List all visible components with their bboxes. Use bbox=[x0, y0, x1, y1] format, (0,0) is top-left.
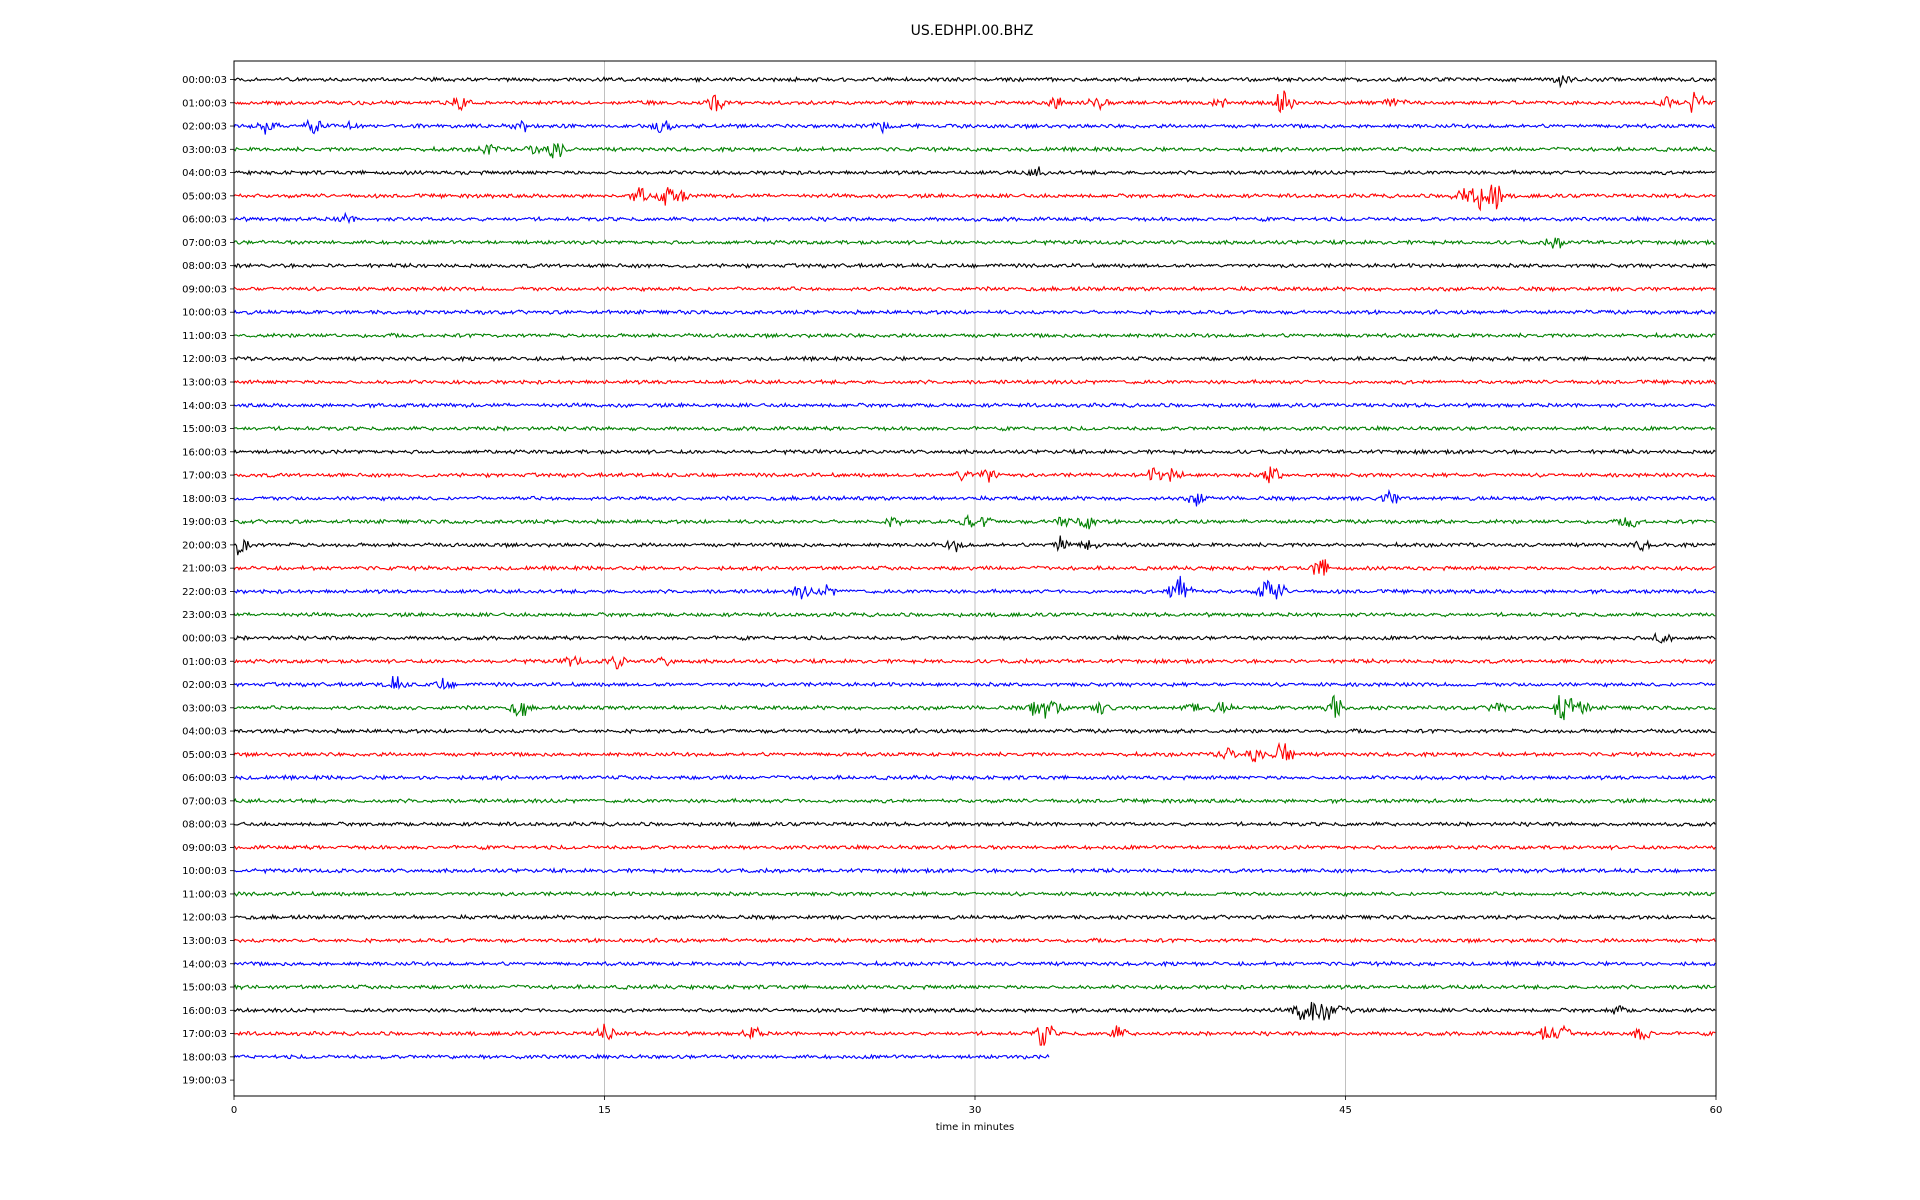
trace-29 bbox=[233, 741, 1716, 763]
trace-28 bbox=[233, 727, 1716, 735]
row-label-10: 10:00:03 bbox=[182, 308, 227, 319]
trace-21 bbox=[233, 559, 1716, 576]
trace-26 bbox=[233, 676, 1716, 690]
trace-33 bbox=[233, 843, 1716, 851]
row-label-12: 12:00:03 bbox=[182, 354, 227, 365]
row-label-26: 02:00:03 bbox=[182, 680, 227, 691]
trace-3 bbox=[233, 142, 1716, 159]
trace-14 bbox=[233, 401, 1716, 409]
trace-22 bbox=[233, 575, 1716, 600]
trace-0 bbox=[233, 75, 1716, 89]
trace-39 bbox=[233, 983, 1716, 991]
trace-37 bbox=[233, 937, 1716, 945]
trace-7 bbox=[233, 237, 1716, 249]
row-label-33: 09:00:03 bbox=[182, 843, 227, 854]
trace-23 bbox=[233, 611, 1716, 618]
row-label-43: 19:00:03 bbox=[182, 1076, 227, 1087]
trace-12 bbox=[233, 355, 1716, 363]
trace-16 bbox=[233, 448, 1716, 456]
grid-lines bbox=[604, 61, 1346, 1096]
row-label-39: 15:00:03 bbox=[182, 983, 227, 994]
row-label-11: 11:00:03 bbox=[182, 331, 227, 342]
trace-5 bbox=[233, 184, 1716, 212]
row-label-25: 01:00:03 bbox=[182, 657, 227, 668]
trace-32 bbox=[233, 820, 1716, 828]
trace-1 bbox=[233, 90, 1716, 114]
trace-24 bbox=[233, 631, 1716, 644]
trace-2 bbox=[233, 118, 1716, 135]
trace-13 bbox=[233, 378, 1716, 386]
row-label-4: 04:00:03 bbox=[182, 168, 227, 179]
chart-title: US.EDHPI.00.BHZ bbox=[911, 23, 1034, 39]
x-tick-label-60: 60 bbox=[1710, 1105, 1723, 1116]
row-label-32: 08:00:03 bbox=[182, 820, 227, 831]
row-label-17: 17:00:03 bbox=[182, 471, 227, 482]
row-labels: 00:00:03 01:00:03 02:00:03 03:00:03 04:00:03… bbox=[182, 75, 234, 1087]
x-axis-label: time in minutes bbox=[936, 1122, 1015, 1133]
row-label-38: 14:00:03 bbox=[182, 959, 227, 970]
trace-41 bbox=[233, 1023, 1716, 1046]
trace-lines bbox=[233, 75, 1716, 1060]
row-label-3: 03:00:03 bbox=[182, 145, 227, 156]
trace-27 bbox=[233, 694, 1716, 721]
row-label-2: 02:00:03 bbox=[182, 122, 227, 133]
row-label-41: 17:00:03 bbox=[182, 1029, 227, 1040]
x-axis-ticks: 0 15 30 45 60 bbox=[231, 1096, 1723, 1116]
trace-8 bbox=[233, 262, 1716, 270]
trace-42 bbox=[233, 1053, 1050, 1060]
trace-17 bbox=[233, 466, 1716, 484]
x-tick-label-45: 45 bbox=[1339, 1105, 1352, 1116]
row-label-23: 23:00:03 bbox=[182, 610, 227, 621]
row-label-42: 18:00:03 bbox=[182, 1052, 227, 1063]
trace-15 bbox=[233, 424, 1716, 432]
row-label-16: 16:00:03 bbox=[182, 447, 227, 458]
x-tick-label-0: 0 bbox=[231, 1105, 237, 1116]
row-label-24: 00:00:03 bbox=[182, 633, 227, 644]
row-label-9: 09:00:03 bbox=[182, 284, 227, 295]
row-label-14: 14:00:03 bbox=[182, 401, 227, 412]
row-label-19: 19:00:03 bbox=[182, 517, 227, 528]
row-label-28: 04:00:03 bbox=[182, 727, 227, 738]
row-label-18: 18:00:03 bbox=[182, 494, 227, 505]
trace-36 bbox=[233, 913, 1716, 921]
row-label-22: 22:00:03 bbox=[182, 587, 227, 598]
trace-9 bbox=[233, 285, 1716, 293]
row-label-15: 15:00:03 bbox=[182, 424, 227, 435]
trace-10 bbox=[233, 308, 1716, 316]
trace-40 bbox=[233, 1001, 1716, 1021]
row-label-37: 13:00:03 bbox=[182, 936, 227, 947]
row-label-31: 07:00:03 bbox=[182, 796, 227, 807]
trace-18 bbox=[233, 488, 1716, 507]
x-tick-label-15: 15 bbox=[598, 1105, 611, 1116]
trace-19 bbox=[233, 513, 1716, 530]
trace-11 bbox=[233, 331, 1716, 340]
row-label-27: 03:00:03 bbox=[182, 703, 227, 714]
x-tick-label-30: 30 bbox=[969, 1105, 982, 1116]
trace-31 bbox=[233, 797, 1716, 805]
row-label-34: 10:00:03 bbox=[182, 866, 227, 877]
row-label-36: 12:00:03 bbox=[182, 913, 227, 924]
row-label-21: 21:00:03 bbox=[182, 564, 227, 575]
row-label-6: 06:00:03 bbox=[182, 215, 227, 226]
row-label-30: 06:00:03 bbox=[182, 773, 227, 784]
row-label-13: 13:00:03 bbox=[182, 378, 227, 389]
trace-35 bbox=[233, 890, 1716, 898]
row-label-20: 20:00:03 bbox=[182, 540, 227, 551]
trace-4 bbox=[233, 166, 1716, 177]
row-label-29: 05:00:03 bbox=[182, 750, 227, 761]
row-label-5: 05:00:03 bbox=[182, 191, 227, 202]
trace-6 bbox=[233, 211, 1716, 225]
trace-25 bbox=[233, 654, 1716, 670]
trace-20 bbox=[233, 535, 1716, 556]
row-label-40: 16:00:03 bbox=[182, 1006, 227, 1017]
row-label-1: 01:00:03 bbox=[182, 98, 227, 109]
trace-30 bbox=[233, 774, 1716, 782]
trace-34 bbox=[233, 866, 1716, 875]
row-label-35: 11:00:03 bbox=[182, 889, 227, 900]
trace-38 bbox=[233, 959, 1716, 968]
row-label-8: 08:00:03 bbox=[182, 261, 227, 272]
row-label-0: 00:00:03 bbox=[182, 75, 227, 86]
row-label-7: 07:00:03 bbox=[182, 238, 227, 249]
